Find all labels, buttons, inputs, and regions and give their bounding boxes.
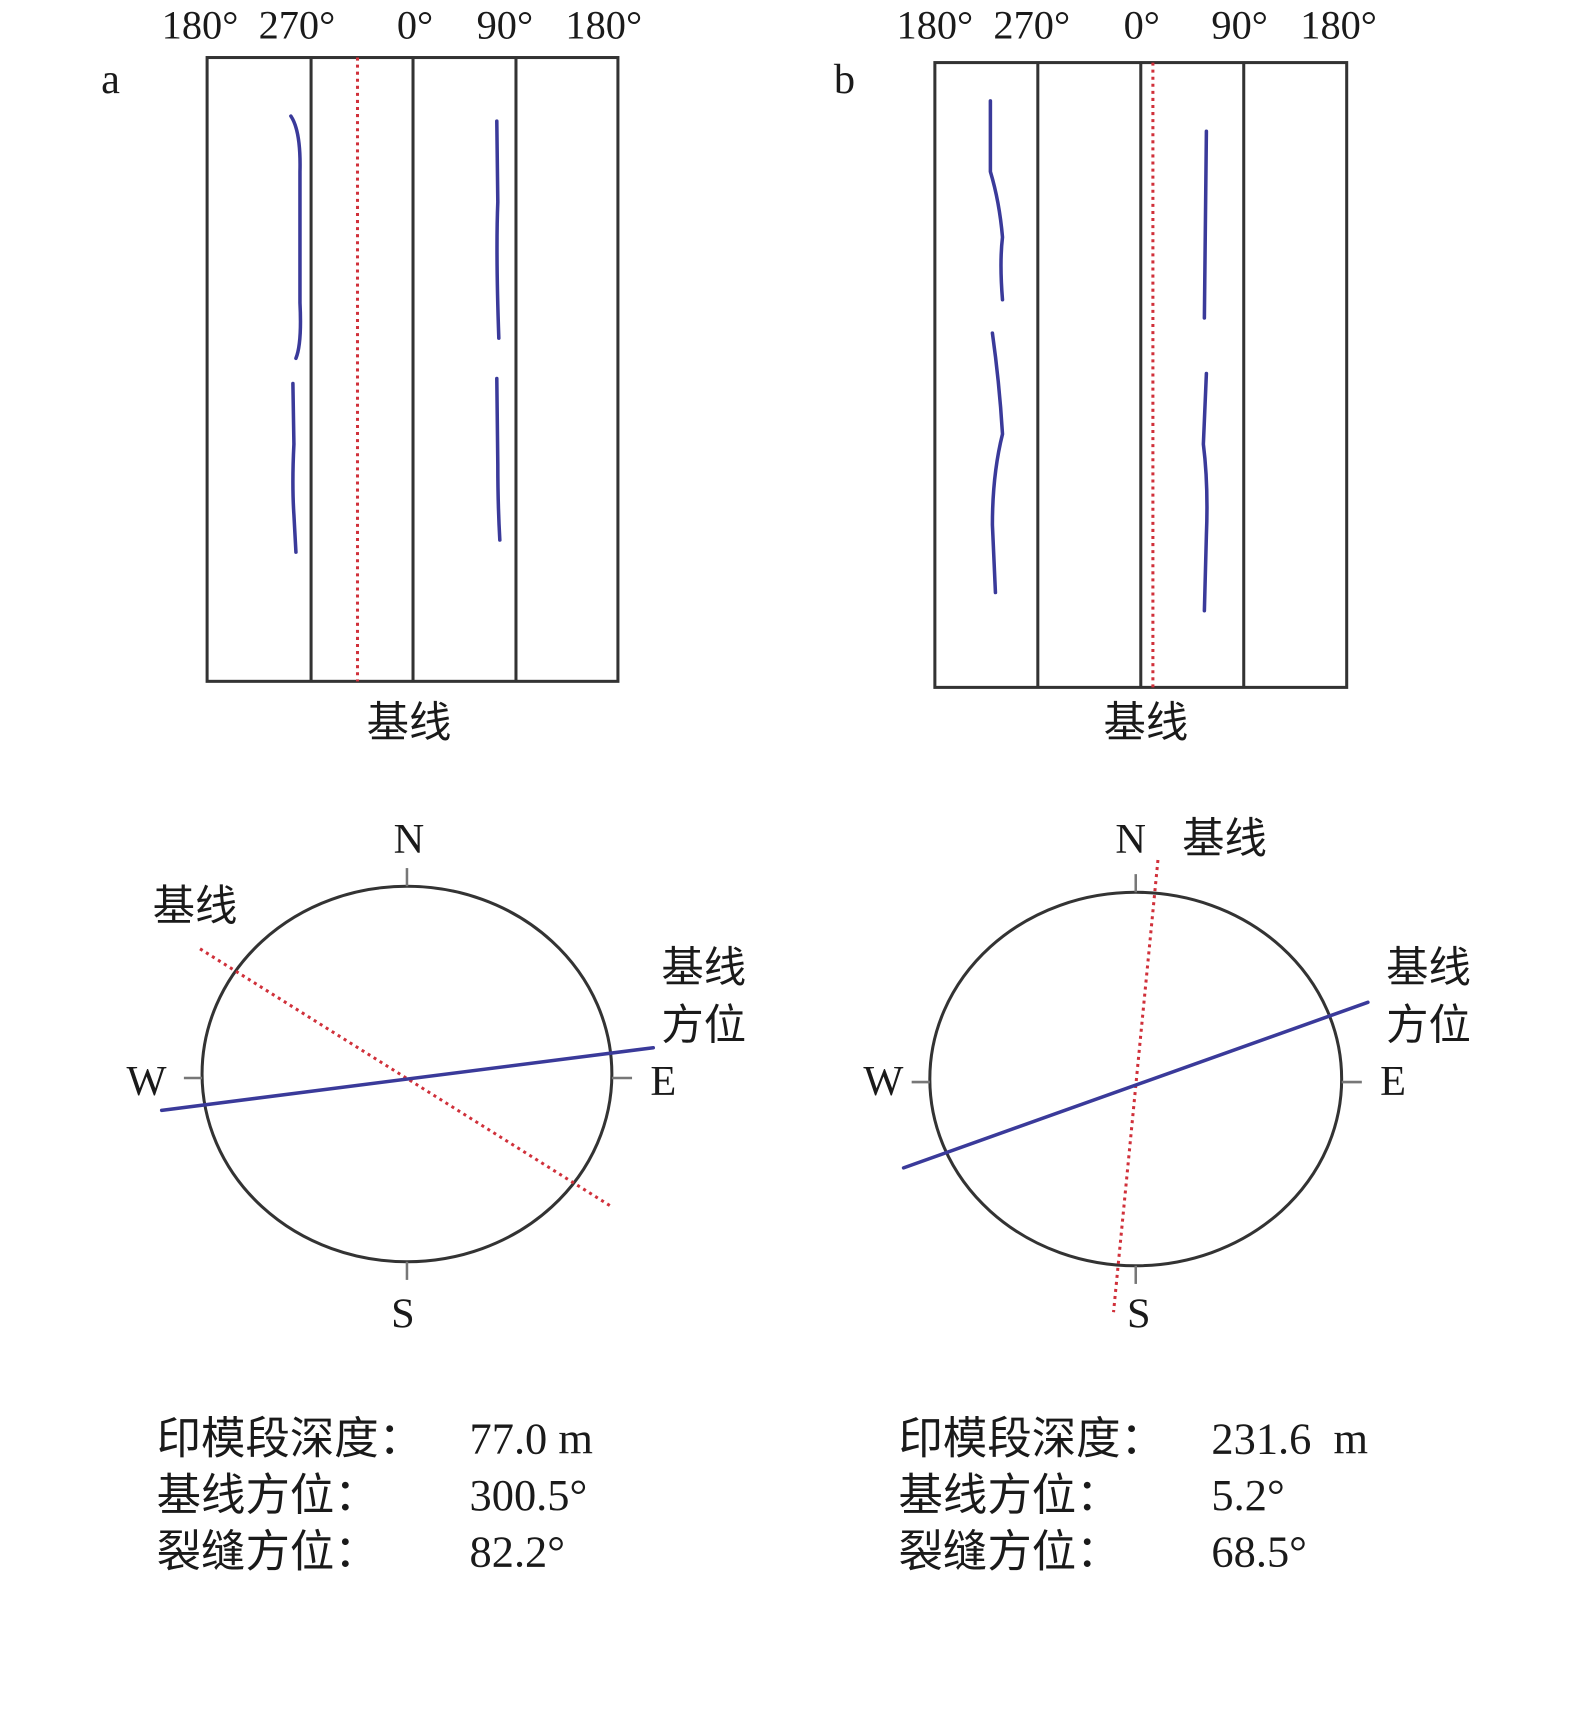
- fracture-trace: [289, 114, 303, 361]
- fracture-azimuth-value: 82.2°: [470, 1527, 565, 1577]
- depth-key: 印模段深度：: [157, 1414, 423, 1464]
- baseline-label: 基线: [1182, 816, 1267, 863]
- tick-label: 270°: [993, 2, 1070, 47]
- fracture-trace: [495, 119, 501, 340]
- depth-key: 印模段深度：: [899, 1414, 1165, 1464]
- panel-a-unrolled: a 180° 270° 0° 90° 180° 基线: [101, 2, 642, 746]
- baseline-label: 基线: [153, 884, 238, 931]
- fracture-trace: [291, 381, 298, 554]
- east-label: E: [650, 1058, 676, 1105]
- tick-label: 0°: [1124, 2, 1160, 47]
- fracture-trace: [990, 331, 1005, 595]
- compass-a: N S W E 基线 基线 方位: [127, 816, 747, 1337]
- fracture-trace: [1201, 371, 1209, 613]
- tick-label: 180°: [1300, 2, 1377, 47]
- info-a: 印模段深度： 77.0 m 基线方位： 300.5° 裂缝方位： 82.2°: [157, 1414, 593, 1577]
- fracture-trace: [495, 376, 502, 542]
- baseline-caption: 基线: [1103, 700, 1188, 747]
- west-label: W: [863, 1058, 903, 1105]
- compass-b: N 基线 S W E 基线 方位: [863, 816, 1470, 1337]
- fracture-trace: [1202, 129, 1209, 320]
- fracture-azimuth-key: 裂缝方位：: [899, 1527, 1121, 1577]
- tick-label: 90°: [1211, 2, 1268, 47]
- tick-label: 90°: [477, 2, 534, 47]
- fracture-trace: [988, 99, 1005, 302]
- azimuth-label: 方位: [661, 1003, 746, 1050]
- baseline-azimuth-key: 基线方位：: [157, 1470, 379, 1520]
- north-label: N: [394, 816, 425, 863]
- baseline-azimuth-key: 基线方位：: [899, 1470, 1121, 1520]
- baseline-azimuth-value: 5.2°: [1211, 1470, 1284, 1520]
- baseline-caption: 基线: [367, 700, 452, 747]
- depth-value: 231.6 m: [1211, 1414, 1368, 1464]
- tick-label: 180°: [565, 2, 642, 47]
- panel-label: b: [834, 56, 855, 103]
- north-label: N: [1115, 816, 1146, 863]
- tick-label: 180°: [162, 2, 239, 47]
- fracture-direction: [901, 1000, 1370, 1170]
- fracture-direction: [159, 1045, 656, 1113]
- azimuth-label: 基线: [661, 945, 746, 992]
- panel-label: a: [101, 56, 120, 103]
- depth-value: 77.0 m: [470, 1414, 593, 1464]
- baseline-azimuth-value: 300.5°: [470, 1470, 588, 1520]
- east-label: E: [1380, 1058, 1406, 1105]
- panel-b-unrolled: b 180° 270° 0° 90° 180° 基线: [834, 2, 1377, 746]
- tick-label: 270°: [259, 2, 336, 47]
- west-label: W: [127, 1058, 167, 1105]
- azimuth-label: 基线: [1386, 945, 1471, 992]
- tick-label: 0°: [397, 2, 433, 47]
- tick-label: 180°: [897, 2, 974, 47]
- south-label: S: [391, 1290, 415, 1337]
- fracture-azimuth-value: 68.5°: [1211, 1527, 1306, 1577]
- compass-circle: [200, 884, 614, 1264]
- info-b: 印模段深度： 231.6 m 基线方位： 5.2° 裂缝方位： 68.5°: [899, 1414, 1369, 1577]
- fracture-azimuth-key: 裂缝方位：: [157, 1527, 379, 1577]
- south-label: S: [1127, 1290, 1151, 1337]
- azimuth-label: 方位: [1386, 1003, 1471, 1050]
